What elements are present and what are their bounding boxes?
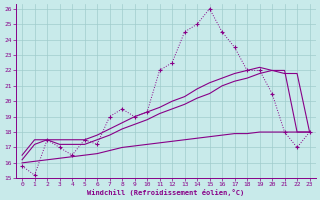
X-axis label: Windchill (Refroidissement éolien,°C): Windchill (Refroidissement éolien,°C) xyxy=(87,189,244,196)
